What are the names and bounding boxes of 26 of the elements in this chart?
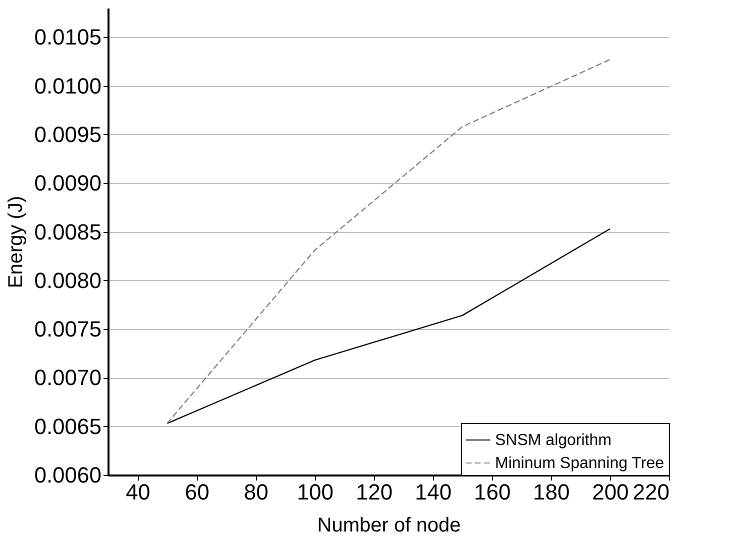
x-tick-label: 120 [356,480,393,504]
x-tick-label: 220 [632,480,670,504]
y-tick-label: 0.0085 [34,219,102,244]
y-tick-label: 0.0105 [34,24,102,50]
line-series [166,228,611,424]
x-tick-label: 200 [592,480,629,504]
x-tick-label: 60 [184,480,210,504]
y-tick-label: 0.0080 [34,268,102,293]
y-axis-title: Energy (J) [5,196,28,288]
x-tick-label: 180 [533,480,570,504]
x-axis-title: Number of node [317,514,461,536]
y-tick-label: 0.0090 [34,170,102,196]
x-tick-label: 100 [296,480,334,504]
legend-label: Mininum Spanning Tree [495,455,664,472]
y-tick-label: 0.0070 [34,365,102,390]
y-tick-label: 0.0060 [34,462,102,488]
y-tick-label: 0.0095 [34,122,102,147]
line-series [166,58,611,424]
y-tick-label: 0.0065 [34,414,102,439]
x-tick-label: 40 [126,480,150,504]
x-tick-label: 160 [474,480,511,504]
x-tick-label: 140 [414,480,452,504]
y-tick-label: 0.0075 [34,316,102,342]
legend-label: SNSM algorithm [495,432,612,449]
x-tick-label: 80 [244,480,268,504]
y-tick-label: 0.0100 [34,73,102,98]
